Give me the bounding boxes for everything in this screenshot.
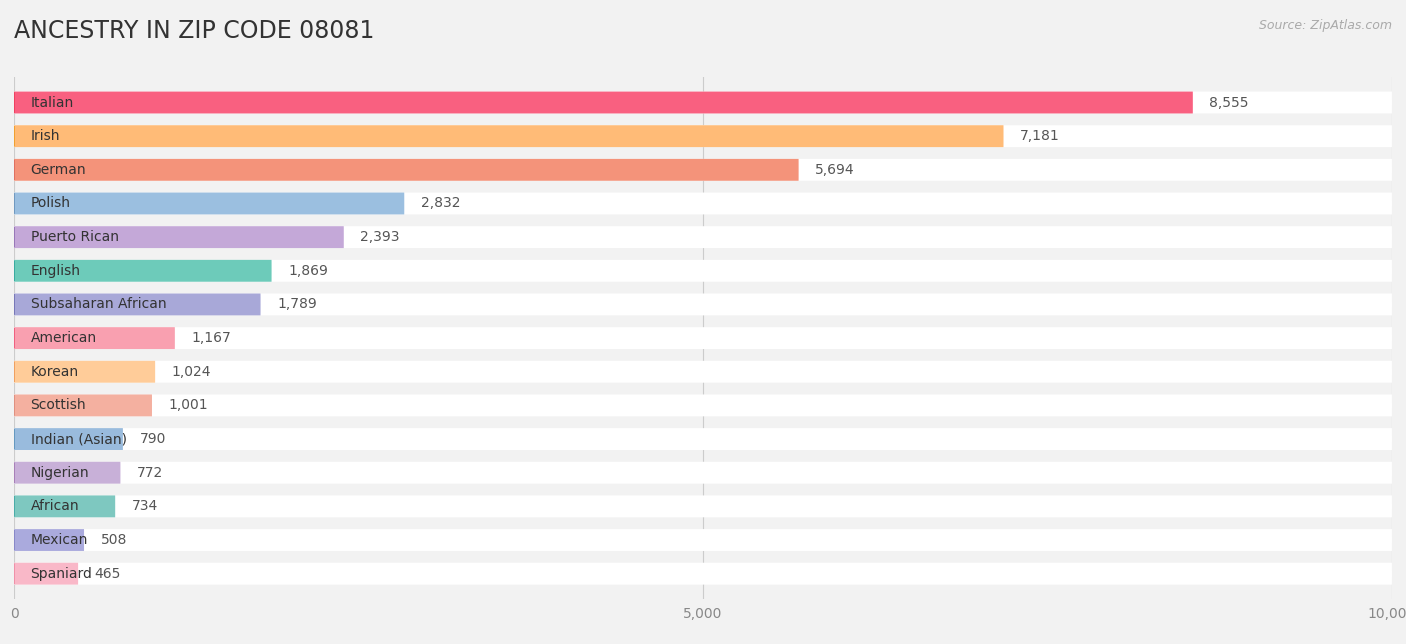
FancyBboxPatch shape [14, 462, 1392, 484]
Text: 790: 790 [139, 432, 166, 446]
Text: 2,393: 2,393 [360, 230, 399, 244]
Text: 1,869: 1,869 [288, 264, 328, 278]
Text: Polish: Polish [31, 196, 70, 211]
Text: Spaniard: Spaniard [31, 567, 93, 581]
Text: 1,167: 1,167 [191, 331, 231, 345]
FancyBboxPatch shape [14, 428, 1392, 450]
FancyBboxPatch shape [14, 260, 271, 281]
FancyBboxPatch shape [14, 327, 174, 349]
FancyBboxPatch shape [14, 563, 79, 585]
Text: 5,694: 5,694 [815, 163, 855, 177]
FancyBboxPatch shape [14, 529, 1392, 551]
FancyBboxPatch shape [14, 563, 1392, 585]
FancyBboxPatch shape [14, 125, 1004, 147]
FancyBboxPatch shape [14, 226, 344, 248]
Text: Indian (Asian): Indian (Asian) [31, 432, 127, 446]
FancyBboxPatch shape [14, 226, 1392, 248]
Text: Subsaharan African: Subsaharan African [31, 298, 166, 312]
Text: 8,555: 8,555 [1209, 95, 1249, 109]
FancyBboxPatch shape [14, 193, 405, 214]
FancyBboxPatch shape [14, 260, 1392, 281]
FancyBboxPatch shape [14, 529, 84, 551]
FancyBboxPatch shape [14, 159, 799, 181]
Text: Scottish: Scottish [31, 399, 86, 412]
FancyBboxPatch shape [14, 125, 1392, 147]
FancyBboxPatch shape [14, 361, 1392, 383]
FancyBboxPatch shape [14, 495, 115, 517]
Text: Puerto Rican: Puerto Rican [31, 230, 118, 244]
Text: Mexican: Mexican [31, 533, 89, 547]
FancyBboxPatch shape [14, 428, 122, 450]
Text: Nigerian: Nigerian [31, 466, 89, 480]
Text: 1,024: 1,024 [172, 365, 211, 379]
FancyBboxPatch shape [14, 327, 1392, 349]
Text: Source: ZipAtlas.com: Source: ZipAtlas.com [1258, 19, 1392, 32]
Text: Korean: Korean [31, 365, 79, 379]
Text: 7,181: 7,181 [1019, 129, 1060, 143]
FancyBboxPatch shape [14, 91, 1392, 113]
FancyBboxPatch shape [14, 294, 1392, 316]
Text: 2,832: 2,832 [420, 196, 460, 211]
Text: 465: 465 [94, 567, 121, 581]
Text: African: African [31, 499, 79, 513]
FancyBboxPatch shape [14, 193, 1392, 214]
Text: 508: 508 [101, 533, 127, 547]
FancyBboxPatch shape [14, 395, 1392, 417]
FancyBboxPatch shape [14, 462, 121, 484]
Text: American: American [31, 331, 97, 345]
Text: Italian: Italian [31, 95, 75, 109]
FancyBboxPatch shape [14, 495, 1392, 517]
Text: ANCESTRY IN ZIP CODE 08081: ANCESTRY IN ZIP CODE 08081 [14, 19, 374, 43]
Text: 772: 772 [136, 466, 163, 480]
Text: 1,789: 1,789 [277, 298, 316, 312]
Text: English: English [31, 264, 80, 278]
FancyBboxPatch shape [14, 91, 1192, 113]
Text: 734: 734 [132, 499, 157, 513]
Text: 1,001: 1,001 [169, 399, 208, 412]
Text: Irish: Irish [31, 129, 60, 143]
FancyBboxPatch shape [14, 294, 260, 316]
FancyBboxPatch shape [14, 361, 155, 383]
Text: German: German [31, 163, 86, 177]
FancyBboxPatch shape [14, 395, 152, 417]
FancyBboxPatch shape [14, 159, 1392, 181]
